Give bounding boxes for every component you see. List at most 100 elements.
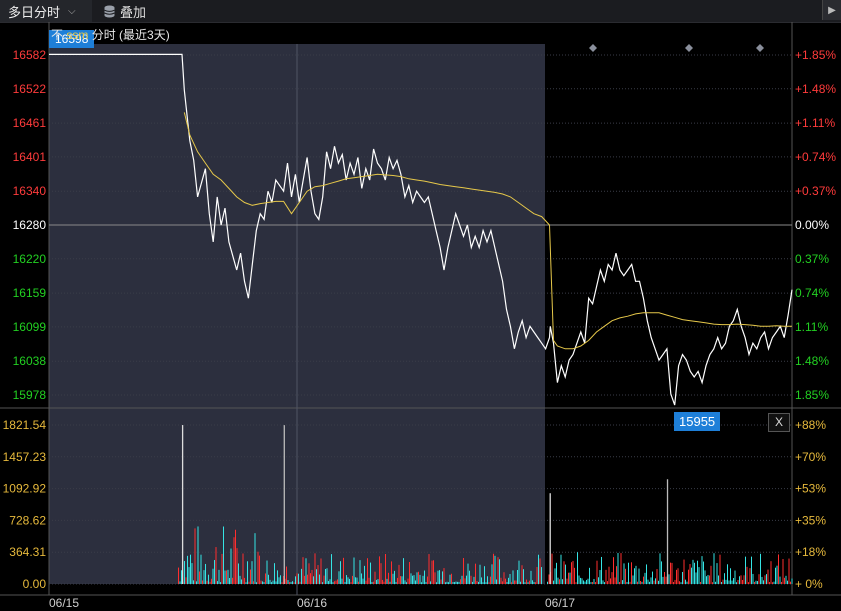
volume-bar (481, 577, 482, 584)
volume-bar (736, 582, 737, 584)
percent-tick-label: +0.37% (795, 184, 836, 198)
volume-bar (697, 560, 698, 584)
volume-bar (226, 570, 227, 584)
percent-tick-label: 1.85% (795, 388, 829, 402)
volume-bar (502, 581, 503, 584)
volume-bar (326, 568, 328, 584)
volume-bar (632, 575, 634, 584)
volume-bar (235, 529, 236, 584)
volume-bar (716, 563, 718, 584)
volume-bar (476, 581, 478, 584)
volume-bar (638, 568, 640, 584)
volume-bar (748, 582, 749, 584)
legend-prefix: 不 (51, 28, 64, 42)
volume-bar (292, 581, 293, 584)
volume-bar (577, 552, 578, 584)
volume-bar (323, 575, 325, 584)
volume-bar (538, 554, 539, 584)
volume-bar (503, 572, 505, 584)
volume-bar (244, 577, 245, 584)
volume-bar (529, 580, 530, 584)
diamond-icon (685, 44, 693, 52)
volume-bar (746, 566, 748, 584)
volume-bar (676, 569, 677, 584)
volume-bar (658, 580, 659, 584)
volume-bar (377, 579, 379, 584)
percent-tick-label: +1.48% (795, 82, 836, 96)
volume-bar (406, 582, 407, 584)
volume-bar (788, 558, 790, 584)
volume-tick-label: 364.31 (9, 545, 46, 559)
volume-bar (299, 581, 301, 584)
volume-bar (394, 570, 395, 584)
volume-bar (665, 576, 667, 584)
volume-spike (549, 493, 551, 584)
volume-bar (376, 579, 377, 584)
volume-bar (467, 563, 469, 584)
volume-bar (781, 581, 782, 584)
volume-bar (331, 554, 332, 584)
overlay-button[interactable]: 叠加 (104, 0, 146, 22)
volume-bar (370, 562, 371, 584)
diamond-icon (756, 44, 764, 52)
volume-bar (673, 581, 674, 584)
volume-bar (196, 581, 197, 584)
volume-bar (223, 526, 224, 584)
volume-bar (764, 575, 766, 584)
volume-bar (533, 581, 535, 584)
volume-bar (254, 533, 256, 584)
volume-bar (589, 567, 590, 584)
volume-bar (730, 568, 731, 584)
volume-bar (623, 563, 625, 584)
volume-bar (290, 582, 292, 584)
volume-bar (380, 563, 382, 584)
volume-bar (286, 566, 287, 584)
volume-bar (692, 559, 694, 584)
volume-bar (701, 556, 703, 584)
volume-bar (511, 582, 512, 584)
volume-bar (424, 570, 425, 584)
volume-bar (631, 562, 632, 584)
volume-bar (518, 560, 520, 584)
volume-bar (178, 567, 179, 584)
volume-bar (784, 577, 785, 584)
volume-percent-label: +18% (795, 545, 826, 559)
volume-bar (301, 568, 302, 584)
volume-bar (491, 564, 493, 584)
volume-bar (758, 574, 760, 584)
volume-bar (397, 577, 398, 584)
volume-bar (734, 570, 736, 584)
volume-bar (464, 578, 466, 584)
volume-bar (278, 577, 280, 584)
volume-bar (475, 563, 476, 584)
volume-bar (214, 560, 215, 584)
triangle-right-icon[interactable]: ▶ (822, 0, 841, 20)
volume-bar (283, 576, 284, 584)
volume-bar (215, 547, 217, 584)
volume-bar (611, 572, 613, 584)
volume-bar (416, 572, 418, 584)
volume-bar (445, 582, 446, 584)
volume-bar (506, 581, 508, 584)
volume-bar (680, 582, 682, 584)
volume-bar (637, 581, 638, 584)
volume-bar (713, 553, 715, 584)
volume-bar (524, 582, 526, 584)
volume-bar (496, 579, 497, 584)
diamond-icon (589, 44, 597, 52)
overlay-label: 叠加 (120, 4, 147, 20)
volume-bar (181, 570, 182, 584)
volume-bar (532, 580, 533, 584)
volume-bar (458, 581, 460, 584)
percent-tick-label: +1.11% (795, 116, 835, 130)
volume-bar (566, 578, 568, 584)
volume-bar (616, 566, 617, 584)
volume-bar (329, 579, 331, 584)
price-tick-label: 15978 (13, 388, 47, 402)
volume-bar (757, 581, 758, 584)
period-selector[interactable]: 多日分时 ⌵ (0, 0, 92, 22)
volume-bar (487, 576, 488, 584)
volume-bar (395, 582, 397, 584)
close-button[interactable]: X (768, 413, 790, 432)
volume-percent-label: + 0% (795, 577, 823, 591)
